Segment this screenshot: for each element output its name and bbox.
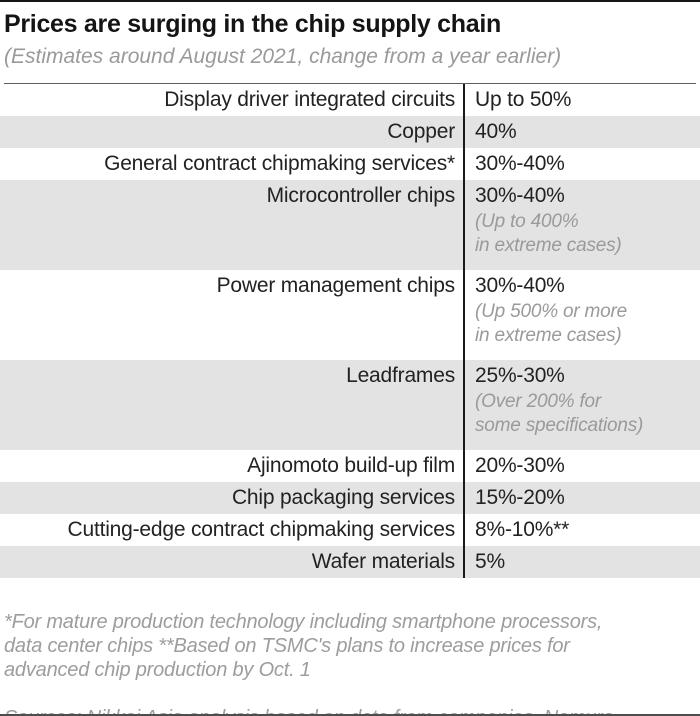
row-change-cell: 8%-10%** xyxy=(465,514,700,546)
header: Prices are surging in the chip supply ch… xyxy=(0,2,700,84)
change-value: 30%-40% xyxy=(475,274,565,297)
table-row: General contract chipmaking services* 30… xyxy=(0,148,700,180)
page-title: Prices are surging in the chip supply ch… xyxy=(4,10,501,38)
page-subtitle: (Estimates around August 2021, change fr… xyxy=(4,45,562,68)
change-note: (Up 500% or more in extreme cases) xyxy=(475,301,628,346)
footer: *For mature production technology includ… xyxy=(0,578,700,714)
row-item-label: Chip packaging services xyxy=(0,482,465,514)
sources-text: Sources: Nikkei Asia analysis based on d… xyxy=(4,706,696,714)
change-value: 20%-30% xyxy=(475,454,565,477)
row-item-label: Leadframes xyxy=(0,360,465,450)
table-row: Wafer materials 5% xyxy=(0,546,700,578)
price-change-table: Display driver integrated circuits Up to… xyxy=(0,84,700,578)
change-value: Up to 50% xyxy=(475,88,572,111)
row-change-cell: 25%-30% (Over 200% for some specificatio… xyxy=(465,360,700,450)
change-value: 25%-30% xyxy=(475,364,565,387)
row-change-cell: Up to 50% xyxy=(465,84,700,116)
row-item-label: Ajinomoto build-up film xyxy=(0,450,465,482)
row-change-cell: 30%-40% (Up to 400% in extreme cases) xyxy=(465,180,700,270)
row-item-label: Microcontroller chips xyxy=(0,180,465,270)
change-note: (Up to 400% in extreme cases) xyxy=(475,211,622,256)
row-change-cell: 30%-40% xyxy=(465,148,700,180)
table-row: Leadframes 25%-30% (Over 200% for some s… xyxy=(0,360,700,450)
table-row: Power management chips 30%-40% (Up 500% … xyxy=(0,270,700,360)
row-item-label: Wafer materials xyxy=(0,546,465,578)
change-value: 40% xyxy=(475,120,517,143)
row-change-cell: 40% xyxy=(465,116,700,148)
row-item-label: Copper xyxy=(0,116,465,148)
row-item-label: Cutting-edge contract chipmaking service… xyxy=(0,514,465,546)
table-row: Microcontroller chips 30%-40% (Up to 400… xyxy=(0,180,700,270)
table-row: Display driver integrated circuits Up to… xyxy=(0,84,700,116)
row-change-cell: 20%-30% xyxy=(465,450,700,482)
table-row: Chip packaging services 15%-20% xyxy=(0,482,700,514)
change-value: 30%-40% xyxy=(475,184,565,207)
table-row: Cutting-edge contract chipmaking service… xyxy=(0,514,700,546)
table-row: Copper 40% xyxy=(0,116,700,148)
row-item-label: General contract chipmaking services* xyxy=(0,148,465,180)
header-divider-rule xyxy=(4,83,696,84)
change-value: 30%-40% xyxy=(475,152,565,175)
change-note: (Over 200% for some specifications) xyxy=(475,391,644,436)
row-change-cell: 15%-20% xyxy=(465,482,700,514)
table-row: Ajinomoto build-up film 20%-30% xyxy=(0,450,700,482)
row-change-cell: 30%-40% (Up 500% or more in extreme case… xyxy=(465,270,700,360)
change-value: 15%-20% xyxy=(475,486,565,509)
change-value: 5% xyxy=(475,550,505,573)
row-item-label: Power management chips xyxy=(0,270,465,360)
footnote-text: *For mature production technology includ… xyxy=(4,611,603,681)
row-item-label: Display driver integrated circuits xyxy=(0,84,465,116)
change-value: 8%-10%** xyxy=(475,518,570,541)
row-change-cell: 5% xyxy=(465,546,700,578)
